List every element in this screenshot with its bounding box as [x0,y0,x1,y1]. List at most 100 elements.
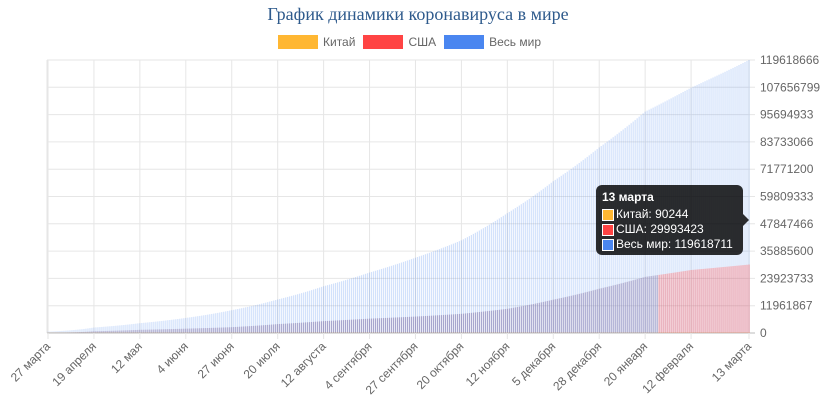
bar-world [494,220,496,333]
bar-world [165,320,167,333]
bar-usa [486,311,488,333]
bar-usa [390,317,393,333]
bar-usa [690,270,692,333]
bar-world [406,260,409,333]
bar-world [157,321,159,333]
bar-usa [315,321,317,333]
bar-world [410,259,413,333]
bar-usa [440,315,443,333]
bar-world [197,316,199,333]
bar-world [91,327,93,333]
bar-world [516,206,518,333]
bar-usa [287,323,289,333]
bar-world [388,266,391,333]
bar-usa [151,329,153,333]
bar-usa [400,317,403,333]
bar-world [340,281,343,333]
legend-item-world[interactable]: Весь мир [444,35,541,49]
bar-world [580,161,582,333]
bar-usa [311,321,313,333]
bar-usa [295,323,297,333]
bar-usa [700,269,702,333]
bar-world [482,228,484,333]
x-tick-label: 20 января [601,339,650,388]
bar-usa [544,301,546,333]
bar-usa [514,307,516,333]
bar-usa [149,329,151,333]
bar-usa [666,273,668,333]
bar-usa [241,326,243,333]
bar-world [241,308,243,333]
bar-usa [380,318,383,333]
bar-world [247,306,249,333]
bar-world [524,201,526,333]
bar-world [77,329,79,333]
bar-usa [81,331,83,333]
bar-world [301,293,303,333]
legend-item-usa[interactable]: США [363,35,436,49]
bar-usa [632,280,634,333]
bar-usa [462,313,465,333]
bar-world [323,286,325,333]
bar-usa [416,316,419,333]
bar-usa [494,310,496,333]
y-tick-label: 0 [760,326,767,340]
bar-world [71,330,73,333]
bar-world [123,324,125,333]
bar-usa [346,319,349,333]
bar-usa [748,264,750,333]
bar-world [364,273,367,333]
bar-usa [432,315,435,333]
bar-world [504,214,506,333]
bar-world [510,210,512,333]
bar-world [462,239,465,333]
bar-world [498,218,500,333]
bar-world [544,187,546,333]
bar-world [554,179,556,333]
bar-world [253,305,255,333]
bar-world [330,284,333,333]
bar-world [338,281,341,333]
bar-usa [185,328,187,333]
bar-world [414,257,417,333]
bar-usa [159,329,161,333]
bar-usa [229,327,231,333]
bar-world [209,314,211,333]
bar-world [193,316,195,333]
bar-world [332,283,335,333]
bar-world [211,313,213,333]
bar-usa [564,297,566,333]
bar-world [189,317,191,333]
bar-world [592,152,594,333]
bar-usa [372,318,375,333]
bar-usa [668,273,670,333]
bar-usa [566,296,568,333]
bar-world [538,191,540,333]
bar-usa [227,327,229,333]
bar-usa [578,293,580,333]
legend-item-china[interactable]: Китай [278,35,355,49]
bar-usa [167,329,169,333]
bar-world [586,156,588,333]
bar-usa [488,310,490,333]
bar-world [321,286,323,333]
bar-usa [87,331,89,333]
bar-usa [682,271,684,333]
tooltip-line: Весь мир: 119618711 [616,237,733,251]
bar-usa [79,332,81,333]
bar-world [281,298,283,333]
bar-world [470,235,472,333]
bar-usa [245,326,247,333]
bar-world [382,268,385,333]
bar-world [61,330,63,333]
bar-usa [570,295,572,333]
bar-usa [702,268,704,333]
bar-world [311,290,313,333]
bar-usa [428,315,431,333]
bar-world [219,312,221,333]
bar-usa [448,314,451,333]
bar-usa [482,311,484,333]
bar-usa [506,308,508,333]
bar-usa [75,332,77,333]
